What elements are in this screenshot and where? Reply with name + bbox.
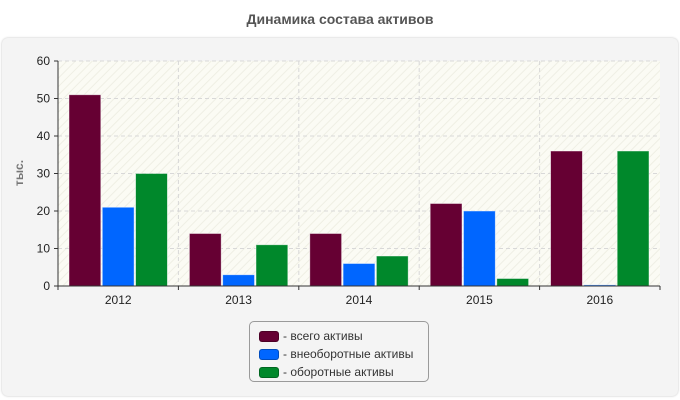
y-tick-label: 0 xyxy=(43,279,50,293)
legend-label-total-assets: - всего активы xyxy=(283,329,363,343)
y-tick-label: 20 xyxy=(37,204,51,218)
legend-item-noncurrent-assets: - внеоборотные активы xyxy=(259,345,428,363)
bar-2016-series-3 xyxy=(616,150,650,287)
y-tick-label: 40 xyxy=(37,129,51,143)
x-tick-label-2014: 2014 xyxy=(346,293,373,307)
y-tick-label: 30 xyxy=(37,167,51,181)
legend-item-total-assets: - всего активы xyxy=(259,327,428,345)
x-tick-label-2016: 2016 xyxy=(586,293,613,307)
bar-2015-series-2 xyxy=(463,210,496,287)
bar-2014-series-3 xyxy=(375,255,409,287)
bar-2012-series-1 xyxy=(68,94,102,287)
bar-2014-series-1 xyxy=(309,233,342,287)
x-tick-label-2013: 2013 xyxy=(225,293,252,307)
bar-2015-series-1 xyxy=(429,203,463,287)
y-tick-label: 10 xyxy=(37,242,51,256)
bar-2012-series-3 xyxy=(135,173,168,287)
x-tick-label-2012: 2012 xyxy=(105,293,132,307)
axes xyxy=(54,60,661,290)
bar-2013-series-3 xyxy=(255,244,289,287)
legend: - всего активы - внеоборотные активы - о… xyxy=(249,321,429,382)
x-tick-label-2015: 2015 xyxy=(466,293,493,307)
bar-2013-series-2 xyxy=(222,274,255,287)
bar-2015-series-3 xyxy=(496,278,529,287)
y-tick-label: 60 xyxy=(37,54,51,68)
y-tick-label: 50 xyxy=(37,92,51,106)
legend-label-noncurrent-assets: - внеоборотные активы xyxy=(283,347,414,361)
legend-swatch-current-assets xyxy=(259,366,279,378)
legend-label-current-assets: - оборотные активы xyxy=(283,365,394,379)
tick-labels: 0 10 20 30 40 50 60 2012 2013 2014 2015 2016 xyxy=(37,54,614,307)
legend-item-current-assets: - оборотные активы xyxy=(259,363,428,381)
legend-swatch-total-assets xyxy=(259,330,279,342)
bar-2016-series-1 xyxy=(550,150,583,287)
y-axis-label: тыс. xyxy=(12,160,26,186)
chart-title: Динамика состава активов xyxy=(246,11,434,27)
bar-2014-series-2 xyxy=(342,263,376,287)
bar-2012-series-2 xyxy=(101,206,135,287)
legend-swatch-noncurrent-assets xyxy=(259,348,279,360)
bar-2013-series-1 xyxy=(188,233,222,287)
